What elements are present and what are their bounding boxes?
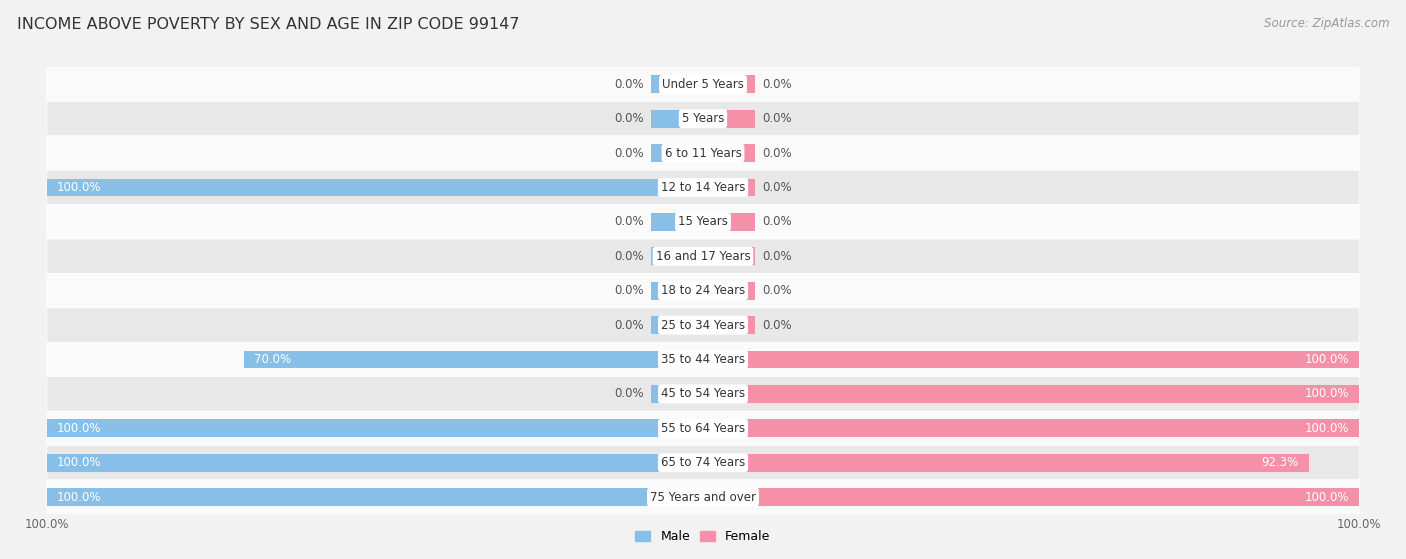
Text: 15 Years: 15 Years [678, 215, 728, 229]
Bar [703, 488, 1360, 506]
Bar [703, 282, 755, 300]
Bar [703, 75, 755, 93]
Bar [651, 144, 703, 162]
Text: 55 to 64 Years: 55 to 64 Years [661, 422, 745, 435]
Text: 0.0%: 0.0% [762, 284, 792, 297]
FancyBboxPatch shape [46, 239, 1360, 273]
FancyBboxPatch shape [46, 480, 1360, 514]
Bar [703, 144, 755, 162]
Bar [703, 454, 1309, 472]
Text: 0.0%: 0.0% [614, 284, 644, 297]
Text: 100.0%: 100.0% [1305, 387, 1350, 400]
Text: 0.0%: 0.0% [614, 250, 644, 263]
FancyBboxPatch shape [46, 102, 1360, 136]
Text: 25 to 34 Years: 25 to 34 Years [661, 319, 745, 331]
FancyBboxPatch shape [46, 377, 1360, 411]
Bar [703, 385, 1360, 403]
Text: 6 to 11 Years: 6 to 11 Years [665, 146, 741, 159]
Text: 0.0%: 0.0% [614, 319, 644, 331]
Text: 35 to 44 Years: 35 to 44 Years [661, 353, 745, 366]
Text: 92.3%: 92.3% [1261, 456, 1299, 469]
Text: INCOME ABOVE POVERTY BY SEX AND AGE IN ZIP CODE 99147: INCOME ABOVE POVERTY BY SEX AND AGE IN Z… [17, 17, 519, 32]
Legend: Male, Female: Male, Female [630, 525, 776, 548]
Bar [651, 213, 703, 231]
Text: 100.0%: 100.0% [1305, 422, 1350, 435]
Text: 65 to 74 Years: 65 to 74 Years [661, 456, 745, 469]
FancyBboxPatch shape [46, 342, 1360, 377]
Text: 70.0%: 70.0% [253, 353, 291, 366]
Text: 100.0%: 100.0% [56, 456, 101, 469]
Text: Source: ZipAtlas.com: Source: ZipAtlas.com [1264, 17, 1389, 30]
Bar [46, 178, 703, 196]
Bar [651, 316, 703, 334]
FancyBboxPatch shape [46, 273, 1360, 308]
Bar [651, 385, 703, 403]
Text: 0.0%: 0.0% [614, 112, 644, 125]
Text: 0.0%: 0.0% [762, 146, 792, 159]
Text: 12 to 14 Years: 12 to 14 Years [661, 181, 745, 194]
Bar [703, 350, 1360, 368]
Text: 0.0%: 0.0% [762, 215, 792, 229]
Text: 0.0%: 0.0% [614, 387, 644, 400]
Text: 0.0%: 0.0% [762, 181, 792, 194]
Text: 45 to 54 Years: 45 to 54 Years [661, 387, 745, 400]
FancyBboxPatch shape [46, 67, 1360, 102]
Bar [651, 282, 703, 300]
Bar [703, 316, 755, 334]
Text: 5 Years: 5 Years [682, 112, 724, 125]
Bar [651, 75, 703, 93]
Text: 16 and 17 Years: 16 and 17 Years [655, 250, 751, 263]
Text: 100.0%: 100.0% [1305, 353, 1350, 366]
Text: 0.0%: 0.0% [614, 78, 644, 91]
Text: Under 5 Years: Under 5 Years [662, 78, 744, 91]
Text: 0.0%: 0.0% [762, 319, 792, 331]
Text: 0.0%: 0.0% [614, 146, 644, 159]
Text: 0.0%: 0.0% [762, 112, 792, 125]
Bar [703, 178, 755, 196]
Bar [703, 110, 755, 127]
Text: 0.0%: 0.0% [614, 215, 644, 229]
Bar [703, 419, 1360, 437]
Text: 100.0%: 100.0% [1305, 491, 1350, 504]
FancyBboxPatch shape [46, 170, 1360, 205]
Bar [651, 247, 703, 265]
Bar [46, 454, 703, 472]
Bar [703, 247, 755, 265]
Text: 0.0%: 0.0% [762, 250, 792, 263]
Bar [46, 419, 703, 437]
Bar [651, 110, 703, 127]
Bar [46, 488, 703, 506]
FancyBboxPatch shape [46, 205, 1360, 239]
Bar [243, 350, 703, 368]
Text: 0.0%: 0.0% [762, 78, 792, 91]
FancyBboxPatch shape [46, 446, 1360, 480]
Text: 100.0%: 100.0% [56, 181, 101, 194]
FancyBboxPatch shape [46, 411, 1360, 446]
FancyBboxPatch shape [46, 136, 1360, 170]
Text: 75 Years and over: 75 Years and over [650, 491, 756, 504]
Text: 18 to 24 Years: 18 to 24 Years [661, 284, 745, 297]
Bar [703, 213, 755, 231]
FancyBboxPatch shape [46, 308, 1360, 342]
Text: 100.0%: 100.0% [56, 491, 101, 504]
Text: 100.0%: 100.0% [56, 422, 101, 435]
